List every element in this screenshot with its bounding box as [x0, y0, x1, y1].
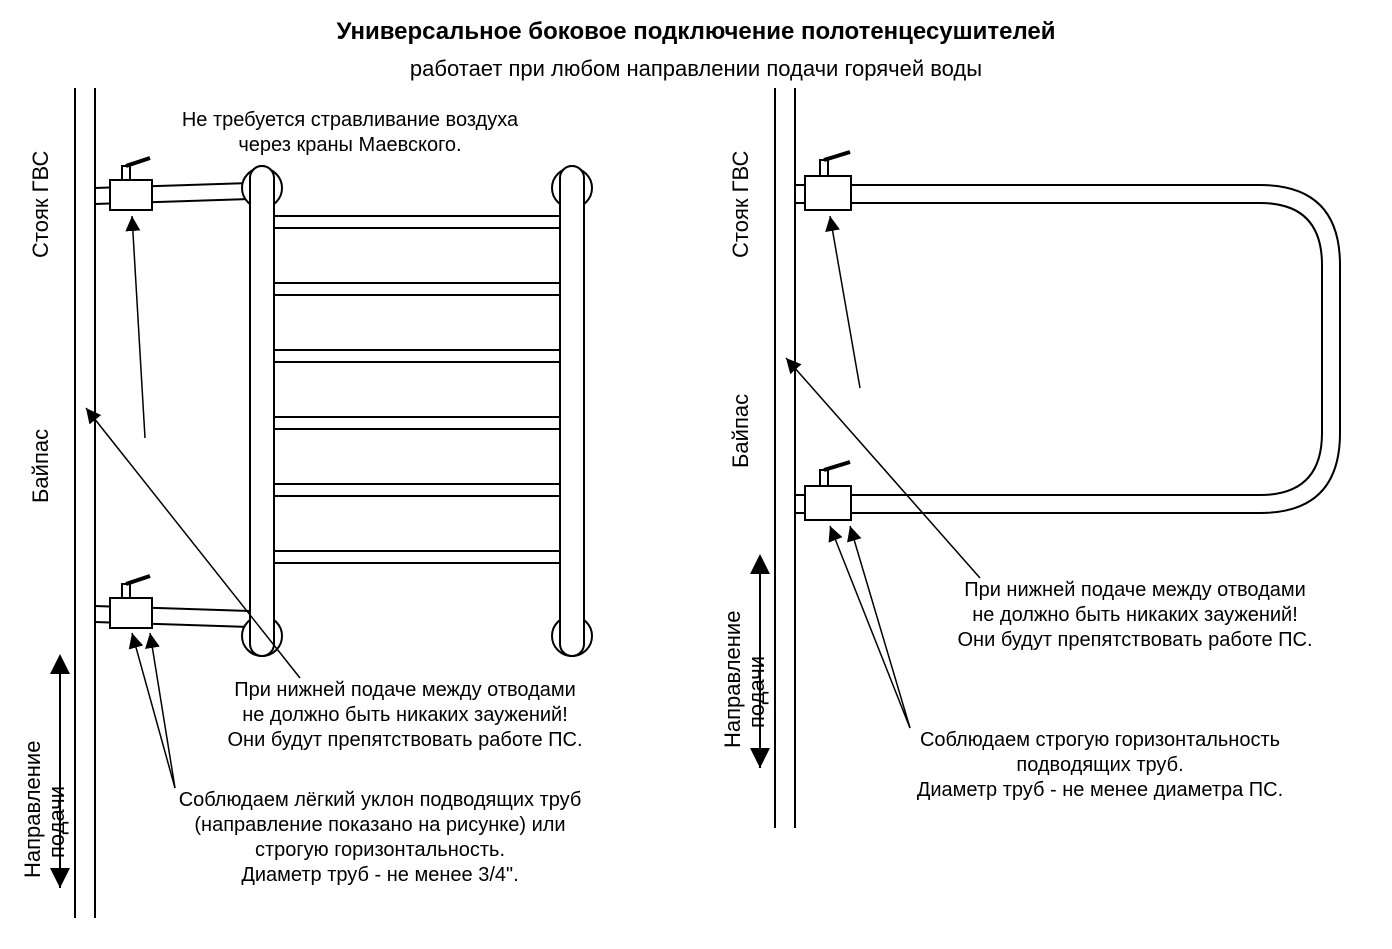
left-panel: Стояк ГВС Байпас Направление подачи Не т… — [0, 88, 700, 918]
right-panel: Стояк ГВС Байпас Направление подачи При … — [700, 88, 1392, 918]
page-subtitle: работает при любом направлении подачи го… — [0, 56, 1392, 82]
right-diagram — [700, 88, 1392, 918]
left-diagram — [0, 88, 700, 918]
page-title: Универсальное боковое подключение полоте… — [0, 18, 1392, 46]
